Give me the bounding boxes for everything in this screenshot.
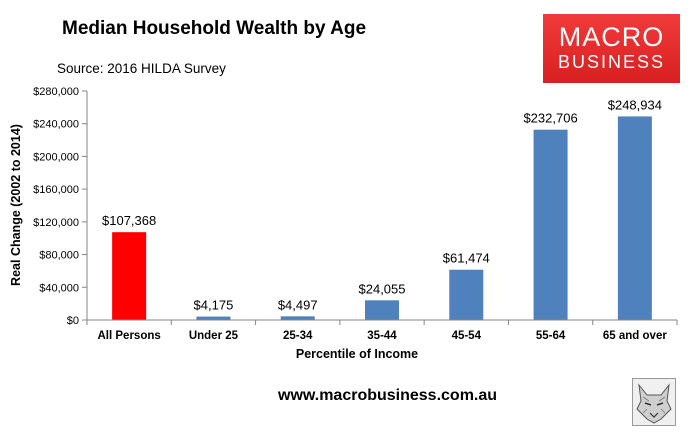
x-tick-label: 35-44 (367, 330, 397, 342)
bar (196, 316, 231, 320)
y-tick-label: $40,000 (39, 282, 79, 294)
data-label: $232,706 (523, 111, 577, 126)
logo-text-macro: MACRO (558, 22, 665, 52)
data-label: $61,474 (443, 251, 490, 266)
website-url[interactable]: www.macrobusiness.com.au (278, 387, 498, 404)
y-tick-label: $0 (67, 315, 79, 327)
y-axis-ticks: $0 $40,000 $80,000 $120,000 $160,000 $200,000… (33, 86, 87, 327)
y-tick-label: $160,000 (33, 184, 79, 196)
data-label: $24,055 (359, 281, 406, 296)
data-labels: $107,368 $4,175 $4,497 $24,055 $61,474 $232,7… (102, 97, 662, 312)
x-tick-label: 65 and over (603, 330, 667, 342)
y-tick-label: $240,000 (33, 119, 79, 131)
y-tick-label: $280,000 (33, 86, 79, 98)
x-tick-label: Under 25 (189, 330, 239, 342)
y-tick-label: $80,000 (39, 250, 79, 262)
x-tick-label: 55-64 (536, 330, 566, 342)
bar (365, 300, 399, 320)
y-tick-label: $200,000 (33, 151, 79, 163)
x-tick-label: 45-54 (452, 330, 482, 342)
data-label: $4,175 (194, 298, 234, 313)
x-tick-label: 25-34 (283, 330, 313, 342)
x-axis-label: Percentile of Income (296, 347, 418, 361)
x-axis-ticks: All Persons Under 25 25-34 35-44 45-54 55-64 6… (86, 320, 678, 342)
logo-text-business: BUSINESS (557, 52, 666, 72)
y-tick-label: $120,000 (33, 217, 79, 229)
bars (112, 116, 652, 320)
x-tick-label: All Persons (98, 330, 161, 342)
wolf-logo (632, 378, 676, 426)
data-label: $107,368 (102, 213, 156, 228)
data-label: $248,934 (608, 97, 662, 112)
bar (280, 316, 315, 320)
bar (533, 129, 568, 320)
bar (449, 269, 484, 320)
chart-title: Median Household Wealth by Age (62, 18, 367, 39)
macrobusiness-logo: MACRO BUSINESS (543, 14, 680, 83)
bar (617, 116, 652, 320)
y-axis-label: Real Change (2002 to 2014) (9, 124, 23, 286)
data-label: $4,497 (278, 297, 318, 312)
bar (112, 232, 147, 320)
source-note: Source: 2016 HILDA Survey (57, 61, 226, 76)
